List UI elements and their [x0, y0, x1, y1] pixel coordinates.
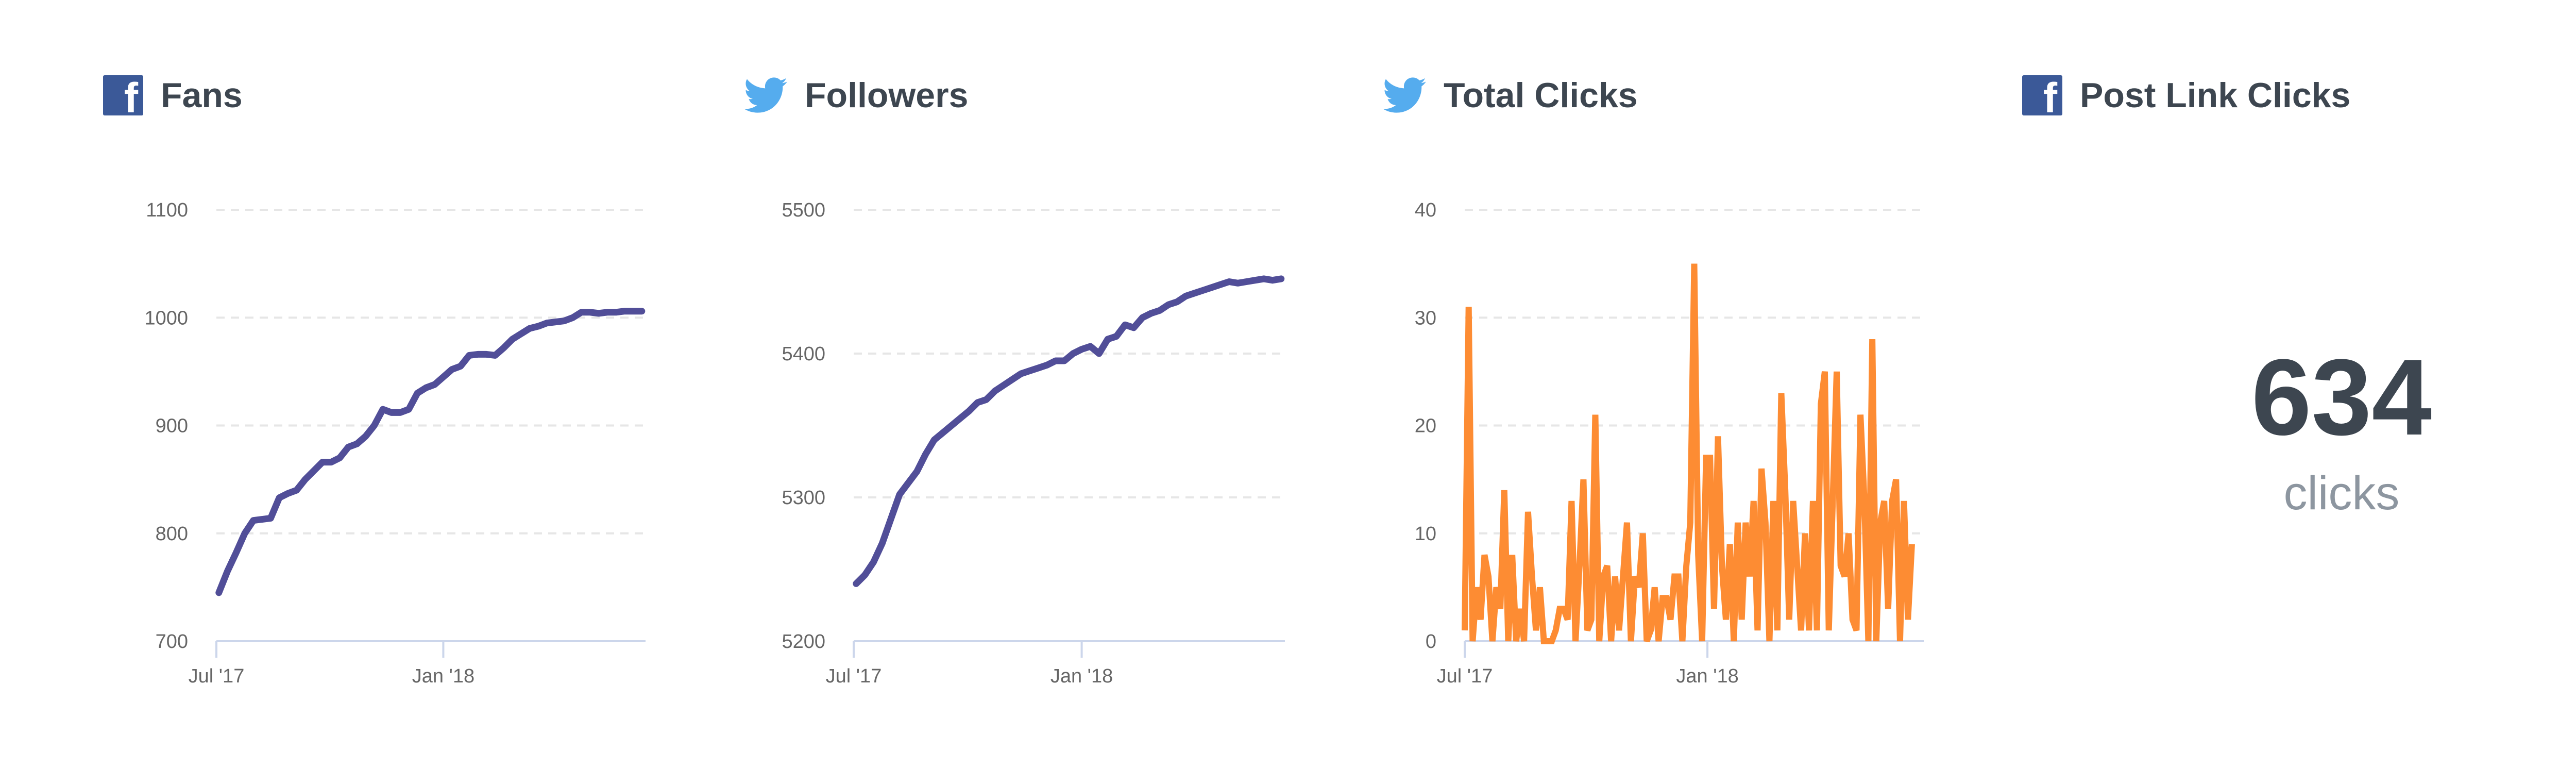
panel-title: f Post Link Clicks — [2022, 72, 2350, 119]
y-tick-label: 5200 — [782, 631, 825, 653]
y-tick-label: 1000 — [144, 307, 188, 329]
title-text: Followers — [805, 76, 969, 115]
facebook-icon: f — [2022, 75, 2062, 115]
title-text: Total Clicks — [1444, 76, 1638, 115]
y-tick-label: 5500 — [782, 199, 825, 221]
x-tick-label: Jan '18 — [412, 665, 474, 687]
panel-fans: f Fans 700 800 900 1000 1100 Jul '17 Jan '18 — [103, 0, 742, 768]
y-tick-label: 700 — [156, 631, 188, 653]
panel-title: f Fans — [103, 72, 243, 119]
y-tick-label: 10 — [1415, 523, 1436, 545]
series-line — [215, 308, 646, 596]
post-link-clicks-value: 634 — [2251, 337, 2432, 458]
panel-post-link-clicks: f Post Link Clicks 634 clicks — [2022, 0, 2576, 768]
series-line — [853, 275, 1285, 587]
fans-chart: 700 800 900 1000 1100 Jul '17 Jan '18 — [144, 199, 646, 687]
y-tick-label: 0 — [1426, 631, 1436, 653]
x-tick-label: Jul '17 — [826, 665, 882, 687]
title-text: Fans — [161, 76, 243, 115]
twitter-icon — [1383, 77, 1426, 113]
y-tick-label: 5300 — [782, 487, 825, 509]
y-tick-label: 900 — [156, 415, 188, 437]
x-tick-label: Jan '18 — [1050, 665, 1113, 687]
y-tick-label: 800 — [156, 523, 188, 545]
x-tick-label: Jul '17 — [1437, 665, 1493, 687]
x-tick-label: Jul '17 — [189, 665, 245, 687]
y-tick-label: 5400 — [782, 343, 825, 365]
panel-total-clicks: Total Clicks 0 10 20 30 40 Jul '17 Jan '18 — [1383, 0, 2022, 768]
y-tick-label: 40 — [1415, 199, 1436, 221]
x-tick-label: Jan '18 — [1676, 665, 1738, 687]
facebook-icon: f — [103, 75, 143, 115]
y-tick-label: 1100 — [146, 199, 188, 221]
post-link-clicks-unit: clicks — [2283, 467, 2400, 520]
title-text: Post Link Clicks — [2080, 76, 2351, 115]
followers-chart: 5200 5300 5400 5500 Jul '17 Jan '18 — [782, 199, 1285, 687]
y-tick-label: 30 — [1415, 307, 1436, 329]
twitter-icon — [744, 77, 787, 113]
series-line — [1462, 263, 1915, 644]
panel-title: Followers — [744, 72, 968, 119]
panel-title: Total Clicks — [1383, 72, 1638, 119]
y-tick-label: 20 — [1415, 415, 1436, 437]
panel-followers: Followers 5200 5300 5400 5500 Jul '17 Jan '18 — [744, 0, 1383, 768]
total-clicks-chart: 0 10 20 30 40 Jul '17 Jan '18 — [1415, 199, 1924, 687]
